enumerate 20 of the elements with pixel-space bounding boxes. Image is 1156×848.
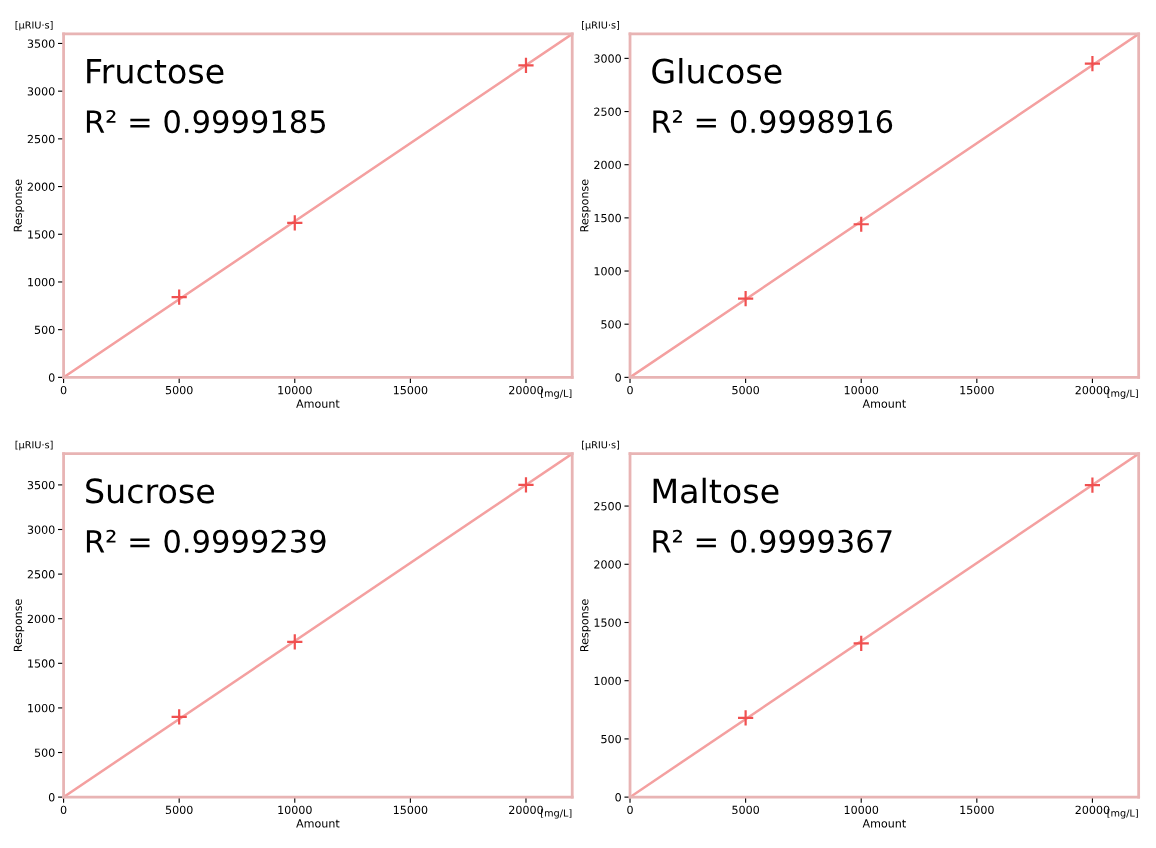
point — [1083, 54, 1102, 73]
text: Glucose — [652, 57, 782, 84]
point — [170, 708, 188, 726]
annotation: R² = 0.9999367 — [653, 529, 892, 553]
text: Fructose — [87, 58, 224, 84]
point — [1083, 476, 1102, 494]
point — [852, 634, 870, 653]
text: Sucrose — [86, 478, 214, 504]
annotation: R² = 0.9998916 — [653, 110, 893, 134]
point — [170, 288, 188, 306]
point — [286, 633, 304, 651]
point — [852, 215, 870, 233]
text: Maltose — [653, 477, 779, 504]
annotation: R² = 0.9999239 — [86, 529, 326, 553]
point — [736, 709, 755, 727]
point — [736, 289, 755, 308]
point — [286, 214, 304, 232]
annotation: R² = 0.9999185 — [86, 110, 325, 134]
point — [517, 56, 535, 75]
point — [517, 476, 535, 494]
